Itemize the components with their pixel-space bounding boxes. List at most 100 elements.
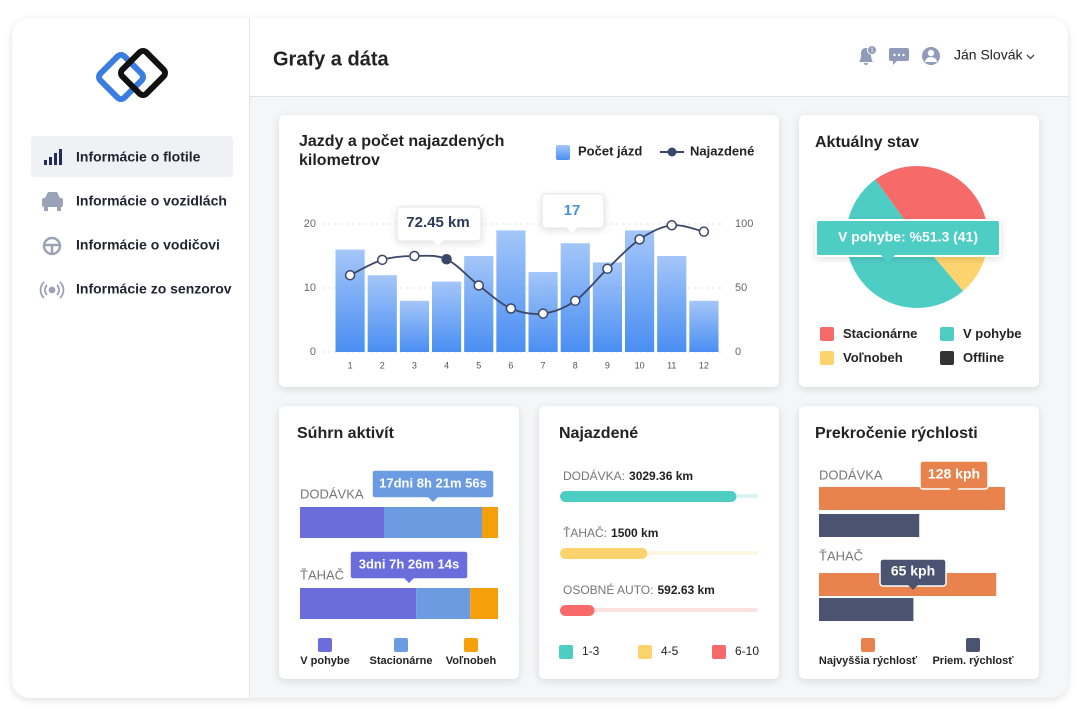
card-title-wrap: Jazdy a počet najazdených kilometrov xyxy=(299,133,505,169)
value-label: 3029.36 km xyxy=(629,469,693,483)
line-point xyxy=(698,226,710,237)
line-point xyxy=(473,280,484,291)
menu-item[interactable]: Informácie zo senzorov xyxy=(76,281,232,297)
bar xyxy=(367,275,397,352)
y2-tick-label: 0 xyxy=(735,346,741,358)
value-label: 1500 km xyxy=(611,526,658,540)
line-point xyxy=(377,254,388,266)
y-tick-label: 0 xyxy=(310,346,316,358)
row-label: DODÁVKA: 3029.36 km xyxy=(563,468,693,483)
card-title: Súhrn aktivít xyxy=(297,425,395,442)
x-tick-label: 12 xyxy=(699,360,709,370)
category-label: ŤAHAČ: xyxy=(563,525,607,540)
bar xyxy=(819,514,920,537)
legend-swatch xyxy=(318,638,332,652)
category-label: OSOBNÉ AUTO: xyxy=(563,582,653,597)
menu-item[interactable]: Informácie o vozidlách xyxy=(76,193,227,209)
x-tick-label: 2 xyxy=(380,360,385,370)
tooltip-label: 17dni 8h 21m 56s xyxy=(379,475,487,490)
line-point xyxy=(570,295,581,307)
legend-swatch xyxy=(940,351,954,365)
line-point xyxy=(441,254,452,265)
menu-item[interactable]: Informácie o vodičovi xyxy=(76,237,220,253)
tooltip xyxy=(879,558,947,590)
category-label: DODÁVKA xyxy=(300,486,364,501)
user-name[interactable]: Ján Slovák xyxy=(954,47,1023,63)
category-label: DODÁVKA xyxy=(819,467,883,482)
x-tick-label: 3 xyxy=(412,360,417,370)
x-tick-label: 10 xyxy=(635,360,645,370)
legend-label: V pohybe xyxy=(300,655,350,667)
line-point xyxy=(666,220,677,231)
bar xyxy=(819,487,1005,510)
track xyxy=(560,608,758,612)
legend-swatch xyxy=(394,638,408,652)
legend-label: V pohybe xyxy=(963,326,1022,341)
legend-swatch xyxy=(556,145,570,160)
legend-swatch xyxy=(712,645,726,659)
legend-swatch xyxy=(861,638,875,652)
row-label: OSOBNÉ AUTO: 592.63 km xyxy=(563,582,715,597)
tooltip xyxy=(371,469,495,502)
menu-icon xyxy=(42,192,63,211)
legend-swatch xyxy=(966,638,980,652)
legend-swatch xyxy=(464,638,478,652)
card xyxy=(799,406,1039,679)
menu-icon xyxy=(39,281,65,299)
bar-segment xyxy=(481,507,498,538)
progress-bar xyxy=(560,605,595,616)
x-tick-label: 9 xyxy=(605,360,610,370)
tooltip-label: 17 xyxy=(564,202,581,219)
logo xyxy=(96,48,168,102)
page-title: Grafy a dáta xyxy=(273,48,389,70)
bar xyxy=(399,300,429,352)
chat-icon[interactable] xyxy=(889,48,909,65)
tooltip xyxy=(919,460,989,493)
user-icon[interactable] xyxy=(922,47,940,65)
bar xyxy=(496,230,526,352)
line-point xyxy=(634,234,645,245)
card xyxy=(539,406,779,679)
legend-label: Stacionárne xyxy=(843,326,917,341)
tooltip-label: 72.45 km xyxy=(406,214,469,231)
bar-segment xyxy=(300,507,385,538)
legend-swatch xyxy=(638,645,652,659)
progress-bar xyxy=(560,548,648,559)
x-tick-label: 4 xyxy=(444,360,449,370)
menu-item[interactable]: Informácie o flotile xyxy=(76,149,201,165)
card-title: Jazdy a počet najazdených kilometrov xyxy=(299,133,505,169)
x-tick-label: 6 xyxy=(508,360,513,370)
value-label: 592.63 km xyxy=(657,583,714,597)
tooltip xyxy=(815,219,1001,263)
legend-marker xyxy=(667,147,677,157)
bar xyxy=(689,300,719,352)
y2-tick-label: 50 xyxy=(735,282,747,294)
legend-label: Najazdené xyxy=(690,143,754,158)
x-tick-label: 11 xyxy=(667,360,676,370)
tooltip xyxy=(349,550,469,583)
tooltip-label: V pohybe: %51.3 (41) xyxy=(838,229,978,245)
bell-icon[interactable] xyxy=(859,45,877,66)
user-menu-chevron[interactable] xyxy=(1026,54,1035,60)
category-label: DODÁVKA: xyxy=(563,468,625,483)
y-tick-label: 20 xyxy=(304,218,316,230)
bar-segment xyxy=(470,588,498,619)
category-label: ŤAHAČ xyxy=(300,567,344,582)
menu-icon xyxy=(44,149,62,165)
legend-swatch xyxy=(820,327,834,341)
legend-label: 4-5 xyxy=(661,644,679,658)
x-tick-label: 8 xyxy=(573,360,578,370)
legend-label: Najvyššia rýchlosť xyxy=(819,655,918,667)
legend-swatch xyxy=(559,645,573,659)
bar xyxy=(625,230,655,352)
progress-bar xyxy=(560,491,737,502)
row-label: ŤAHAČ: 1500 km xyxy=(563,525,658,540)
tooltip-label: 128 kph xyxy=(928,466,980,482)
line-point xyxy=(344,269,356,281)
legend-label: Voľnobeh xyxy=(446,655,497,667)
legend-label: 1-3 xyxy=(582,644,600,658)
bar xyxy=(432,281,462,352)
card-title: Aktuálny stav xyxy=(815,134,919,151)
